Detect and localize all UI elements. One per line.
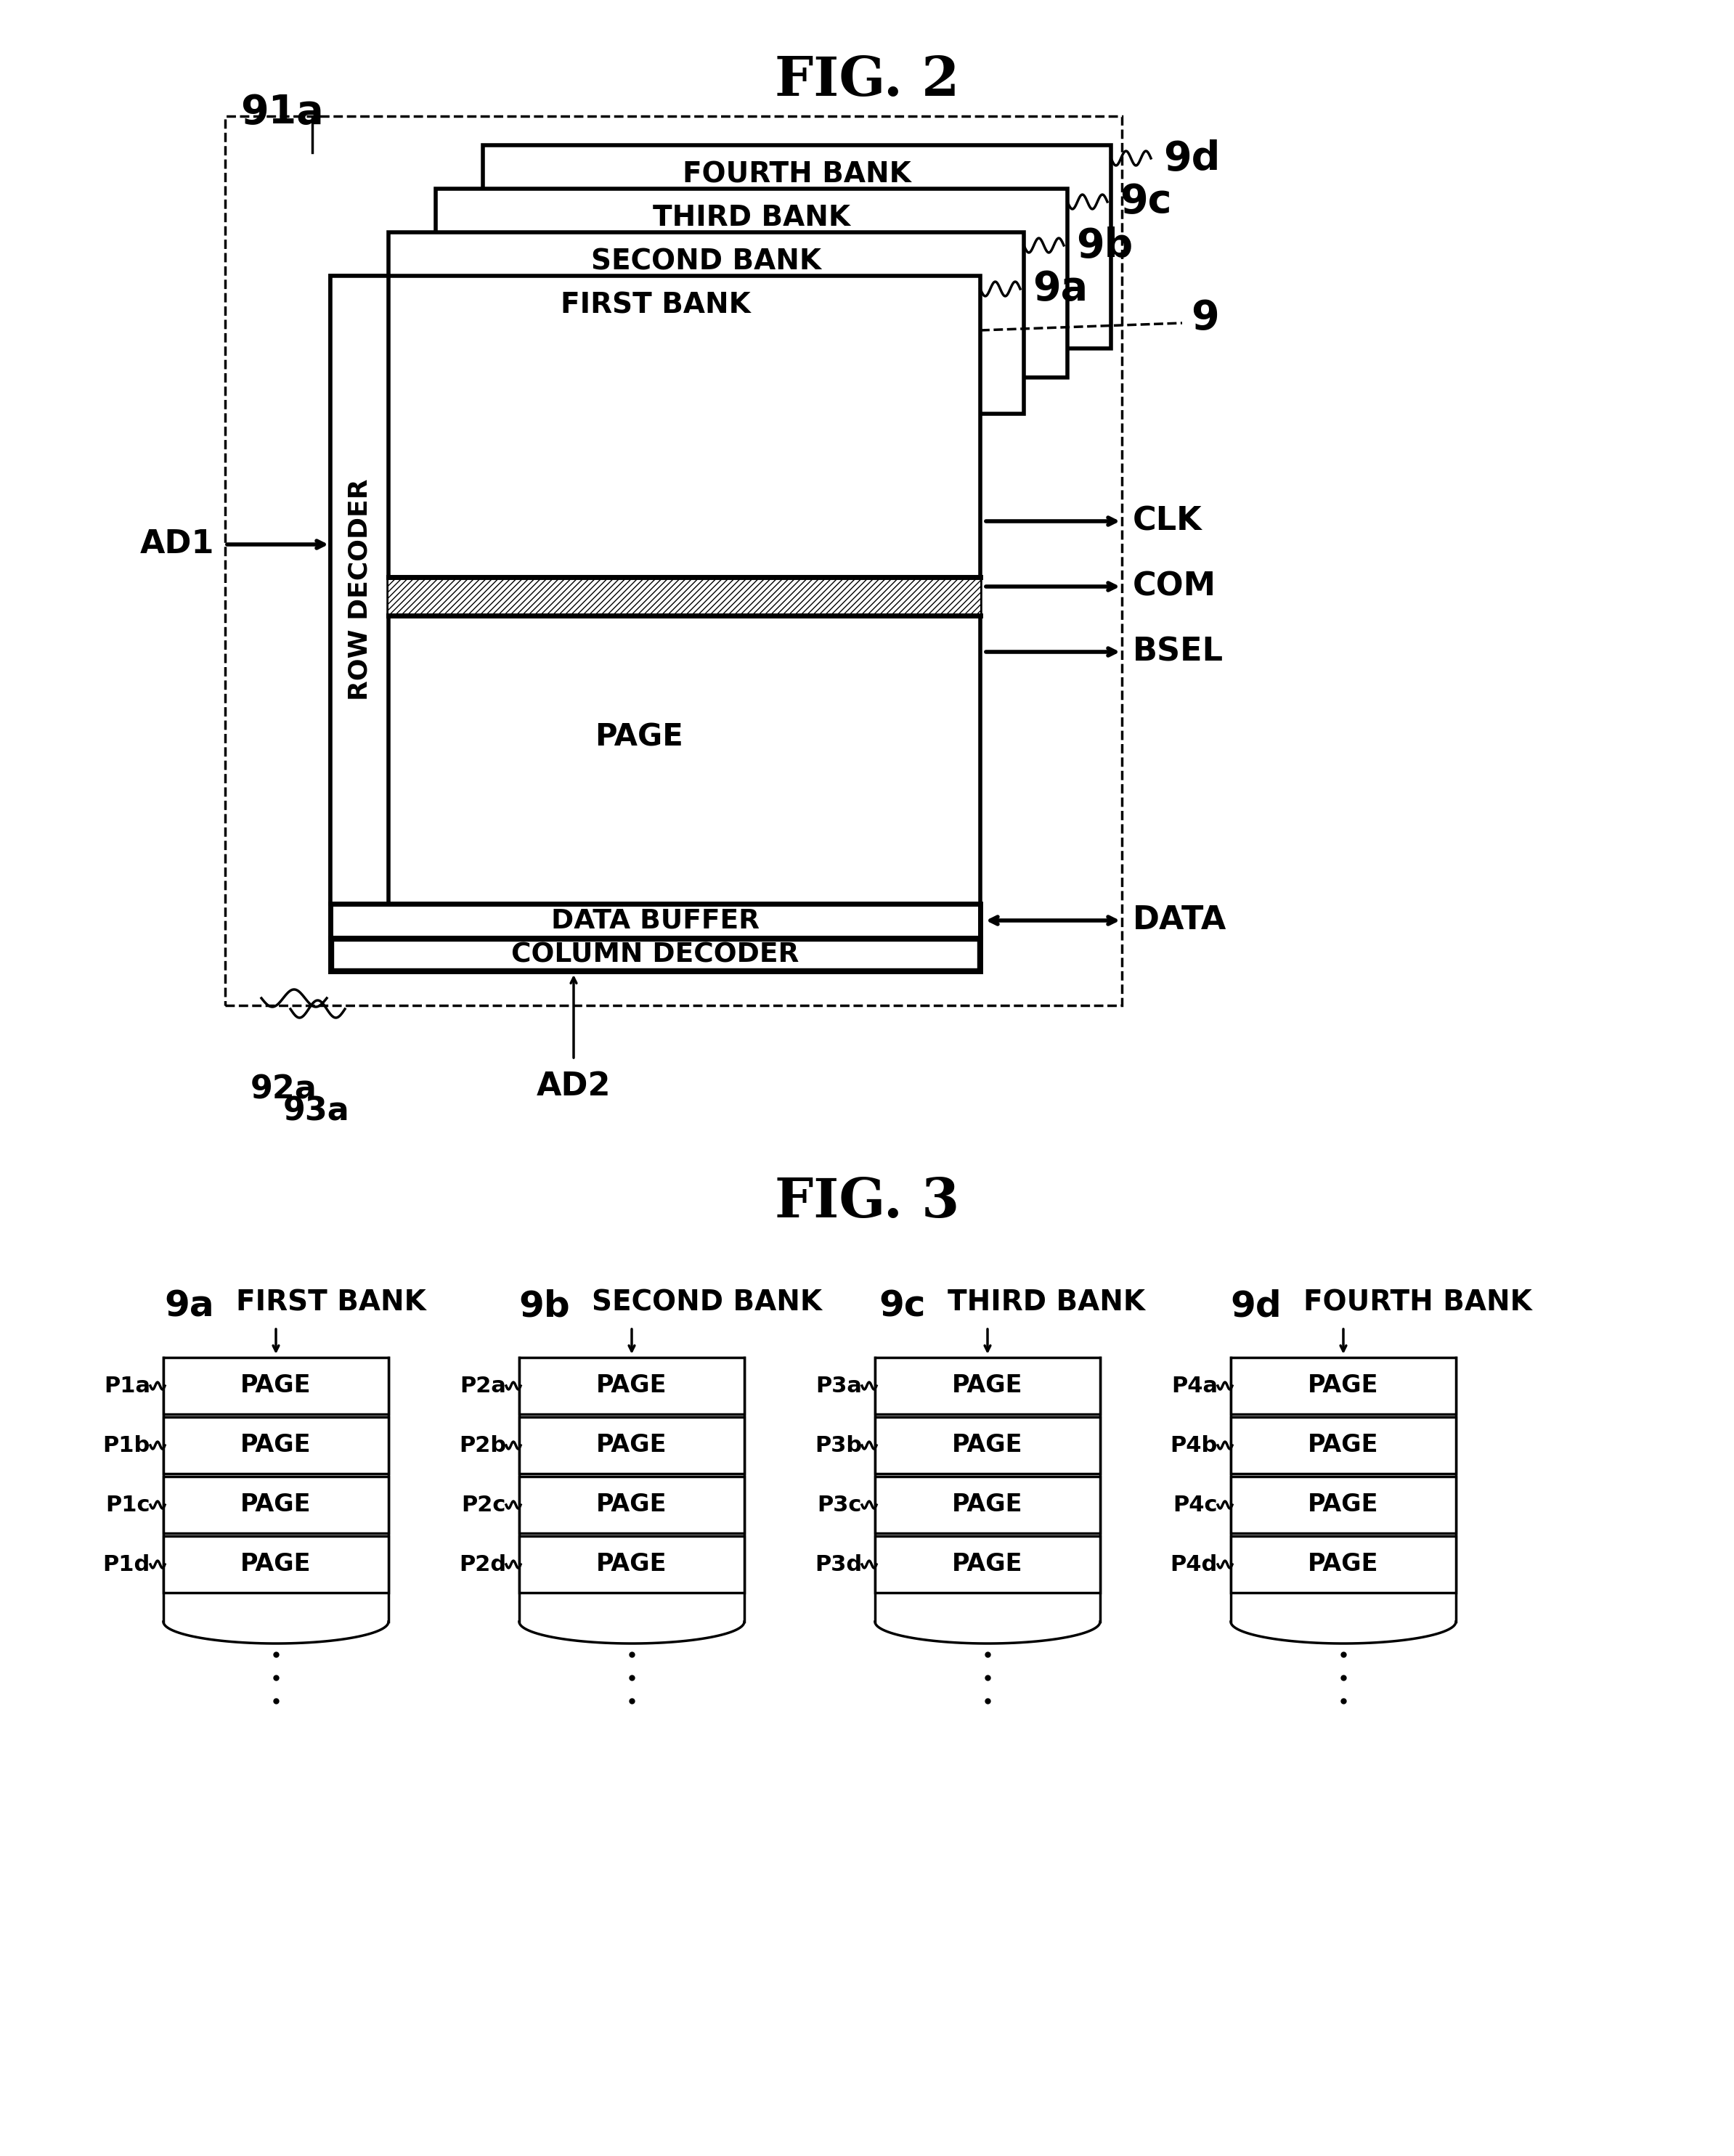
Text: 92a: 92a bbox=[250, 1074, 317, 1106]
FancyBboxPatch shape bbox=[163, 1358, 388, 1414]
Text: P2b: P2b bbox=[460, 1434, 506, 1455]
Text: P3b: P3b bbox=[815, 1434, 862, 1455]
FancyBboxPatch shape bbox=[388, 233, 1023, 414]
FancyBboxPatch shape bbox=[1231, 1477, 1457, 1533]
Text: FOURTH BANK: FOURTH BANK bbox=[1304, 1289, 1531, 1315]
Text: COM: COM bbox=[1132, 571, 1216, 602]
Text: 91a: 91a bbox=[239, 93, 324, 132]
Text: FOURTH BANK: FOURTH BANK bbox=[683, 160, 910, 188]
Text: FIG. 2: FIG. 2 bbox=[775, 54, 959, 108]
FancyBboxPatch shape bbox=[518, 1477, 744, 1533]
Text: PAGE: PAGE bbox=[596, 1492, 668, 1518]
Text: SECOND BANK: SECOND BANK bbox=[591, 248, 822, 276]
Text: PAGE: PAGE bbox=[241, 1552, 312, 1576]
FancyBboxPatch shape bbox=[1231, 1416, 1457, 1475]
Text: P3a: P3a bbox=[815, 1376, 862, 1397]
Text: THIRD BANK: THIRD BANK bbox=[947, 1289, 1144, 1315]
Text: AD1: AD1 bbox=[140, 528, 215, 561]
FancyBboxPatch shape bbox=[876, 1535, 1099, 1593]
FancyBboxPatch shape bbox=[518, 1416, 744, 1475]
Text: 9b: 9b bbox=[518, 1289, 570, 1324]
FancyBboxPatch shape bbox=[163, 1477, 388, 1533]
FancyBboxPatch shape bbox=[331, 938, 980, 972]
Text: 9c: 9c bbox=[879, 1289, 926, 1324]
Text: AD2: AD2 bbox=[536, 1072, 610, 1102]
FancyBboxPatch shape bbox=[518, 1358, 744, 1414]
FancyBboxPatch shape bbox=[1231, 1358, 1457, 1414]
Text: 9d: 9d bbox=[1164, 138, 1221, 177]
Text: P2c: P2c bbox=[461, 1494, 506, 1516]
FancyBboxPatch shape bbox=[1231, 1535, 1457, 1593]
Text: PAGE: PAGE bbox=[952, 1552, 1023, 1576]
Text: P4a: P4a bbox=[1170, 1376, 1217, 1397]
Text: BSEL: BSEL bbox=[1132, 636, 1224, 668]
Text: ROW DECODER: ROW DECODER bbox=[347, 479, 371, 701]
Text: FIG. 3: FIG. 3 bbox=[775, 1175, 959, 1229]
Text: PAGE: PAGE bbox=[952, 1373, 1023, 1397]
FancyBboxPatch shape bbox=[482, 144, 1111, 349]
Text: PAGE: PAGE bbox=[596, 1373, 668, 1397]
FancyBboxPatch shape bbox=[876, 1358, 1099, 1414]
FancyBboxPatch shape bbox=[876, 1477, 1099, 1533]
FancyBboxPatch shape bbox=[876, 1416, 1099, 1475]
Text: P2a: P2a bbox=[460, 1376, 506, 1397]
FancyBboxPatch shape bbox=[388, 578, 980, 617]
Text: THIRD BANK: THIRD BANK bbox=[652, 205, 850, 231]
FancyBboxPatch shape bbox=[331, 276, 388, 903]
Text: 9a: 9a bbox=[165, 1289, 215, 1324]
FancyBboxPatch shape bbox=[163, 1535, 388, 1593]
FancyBboxPatch shape bbox=[331, 276, 980, 903]
FancyBboxPatch shape bbox=[333, 940, 978, 968]
Text: 9: 9 bbox=[1191, 298, 1219, 338]
Text: PAGE: PAGE bbox=[596, 1552, 668, 1576]
Text: 9b: 9b bbox=[1077, 226, 1132, 265]
Text: P1a: P1a bbox=[104, 1376, 151, 1397]
Text: PAGE: PAGE bbox=[595, 722, 683, 752]
Text: PAGE: PAGE bbox=[596, 1434, 668, 1457]
FancyBboxPatch shape bbox=[331, 903, 980, 938]
Text: P4d: P4d bbox=[1170, 1554, 1217, 1574]
FancyBboxPatch shape bbox=[163, 1416, 388, 1475]
Text: PAGE: PAGE bbox=[241, 1434, 312, 1457]
Text: 93a: 93a bbox=[283, 1095, 350, 1128]
Text: FIRST BANK: FIRST BANK bbox=[560, 291, 751, 319]
Text: 9a: 9a bbox=[1032, 270, 1087, 308]
Text: COLUMN DECODER: COLUMN DECODER bbox=[512, 942, 799, 968]
FancyBboxPatch shape bbox=[518, 1535, 744, 1593]
Text: P4c: P4c bbox=[1174, 1494, 1217, 1516]
Text: 9c: 9c bbox=[1120, 183, 1172, 222]
Text: PAGE: PAGE bbox=[1307, 1492, 1379, 1518]
Text: P3d: P3d bbox=[815, 1554, 862, 1574]
Text: P3c: P3c bbox=[817, 1494, 862, 1516]
Text: FIRST BANK: FIRST BANK bbox=[236, 1289, 427, 1315]
Text: P1d: P1d bbox=[102, 1554, 151, 1574]
Text: SECOND BANK: SECOND BANK bbox=[591, 1289, 822, 1315]
Text: PAGE: PAGE bbox=[952, 1434, 1023, 1457]
Text: PAGE: PAGE bbox=[952, 1492, 1023, 1518]
Text: 9d: 9d bbox=[1229, 1289, 1281, 1324]
Text: PAGE: PAGE bbox=[1307, 1434, 1379, 1457]
Text: DATA BUFFER: DATA BUFFER bbox=[551, 908, 759, 934]
Text: P1c: P1c bbox=[106, 1494, 151, 1516]
Text: PAGE: PAGE bbox=[1307, 1552, 1379, 1576]
Text: PAGE: PAGE bbox=[241, 1373, 312, 1397]
Text: P1b: P1b bbox=[102, 1434, 151, 1455]
Text: PAGE: PAGE bbox=[241, 1492, 312, 1518]
Text: CLK: CLK bbox=[1132, 507, 1202, 537]
FancyBboxPatch shape bbox=[435, 190, 1068, 377]
Text: P4b: P4b bbox=[1170, 1434, 1217, 1455]
Text: DATA: DATA bbox=[1132, 906, 1226, 936]
Text: P2d: P2d bbox=[460, 1554, 506, 1574]
Text: PAGE: PAGE bbox=[1307, 1373, 1379, 1397]
